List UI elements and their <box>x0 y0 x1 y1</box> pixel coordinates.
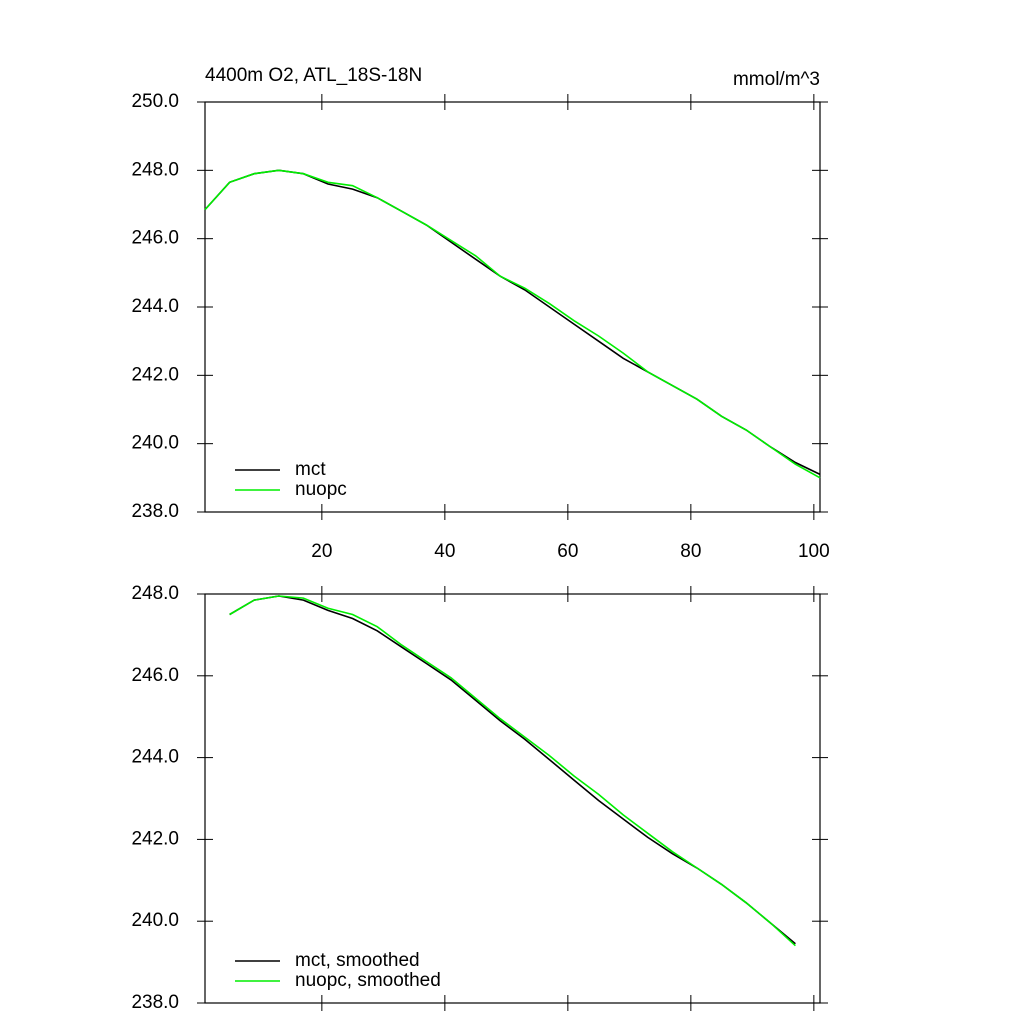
plot-frame <box>204 101 821 513</box>
units-label: mmol/m^3 <box>733 69 820 90</box>
legend-label: nuopc <box>295 479 347 500</box>
series-line <box>229 595 796 945</box>
x-tick-label: 80 <box>680 541 701 562</box>
series-line <box>229 595 796 947</box>
y-tick-label: 248.0 <box>131 159 179 180</box>
y-tick-label: 248.0 <box>131 583 179 604</box>
y-tick-label: 246.0 <box>131 228 179 249</box>
chart-title: 4400m O2, ATL_18S-18N <box>205 65 422 86</box>
y-tick-label: 244.0 <box>131 296 179 317</box>
x-tick-label: 40 <box>434 541 455 562</box>
y-tick-label: 244.0 <box>131 747 179 768</box>
legend-label: mct <box>295 459 326 480</box>
legend-label: mct, smoothed <box>295 950 420 971</box>
y-tick-label: 240.0 <box>131 910 179 931</box>
series-line <box>204 169 821 476</box>
y-tick-label: 238.0 <box>131 501 179 522</box>
y-tick-label: 242.0 <box>131 364 179 385</box>
y-tick-label: 240.0 <box>131 433 179 454</box>
x-tick-label: 60 <box>557 541 578 562</box>
x-tick-label: 20 <box>311 541 332 562</box>
plot-frame <box>204 593 821 1004</box>
y-tick-label: 238.0 <box>131 992 179 1013</box>
legend-label: nuopc, smoothed <box>295 970 441 991</box>
x-tick-label: 100 <box>798 541 830 562</box>
y-tick-label: 250.0 <box>131 91 179 112</box>
y-tick-label: 242.0 <box>131 828 179 849</box>
series-line <box>204 169 821 479</box>
y-tick-label: 246.0 <box>131 665 179 686</box>
